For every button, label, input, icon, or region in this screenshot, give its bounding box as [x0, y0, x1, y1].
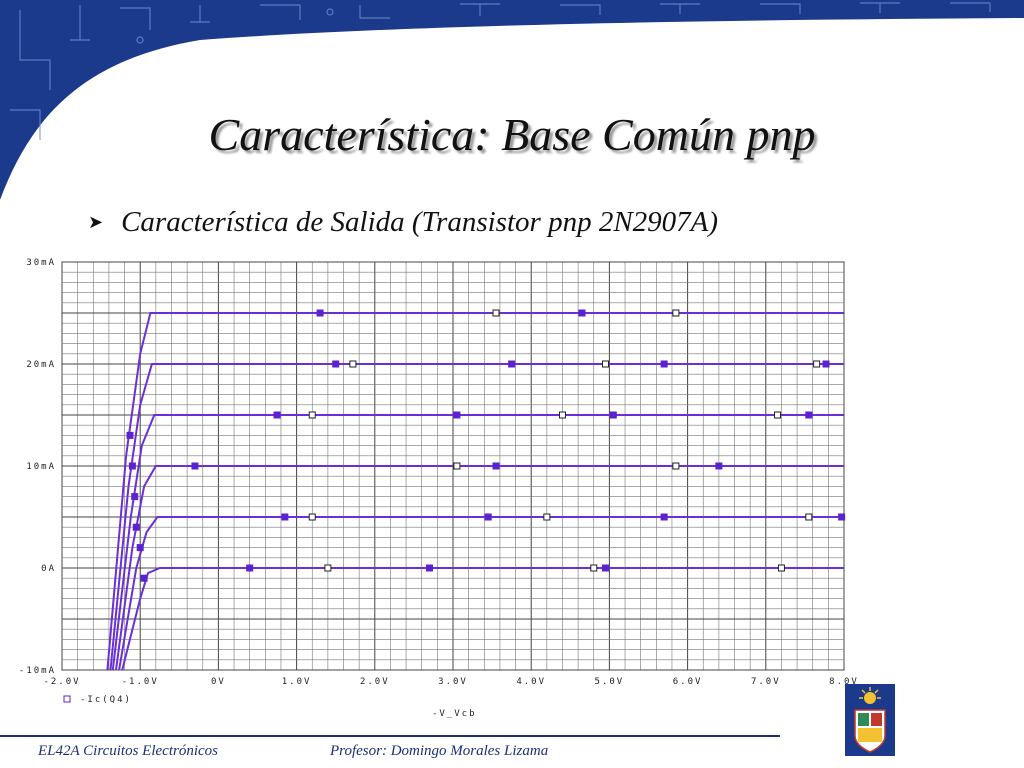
- x-tick-label: -1.0V: [122, 677, 159, 687]
- x-tick-label: 4.0V: [516, 677, 546, 687]
- bullet-text: Característica de Salida (Transistor pnp…: [121, 206, 719, 238]
- series-marker: [426, 564, 434, 572]
- chart-legend: -Ic(Q4): [63, 695, 132, 705]
- y-tick-label: 20mA: [26, 360, 56, 370]
- series-line: [115, 465, 844, 671]
- series-marker: [508, 360, 516, 368]
- x-tick-label: 0V: [211, 677, 226, 687]
- series-curve-20mA: [109, 360, 844, 671]
- series-curve-15mA: [111, 411, 844, 671]
- series-marker: [601, 360, 609, 368]
- slide-title: Característica: Base Común pnp: [208, 109, 816, 160]
- series-marker: [332, 360, 340, 368]
- series-marker: [805, 411, 813, 419]
- series-marker: [128, 462, 136, 470]
- x-tick-label: 2.0V: [360, 677, 390, 687]
- x-tick-label: -2.0V: [43, 677, 80, 687]
- footer-course: EL42A Circuitos Electrónicos: [38, 743, 218, 759]
- series-marker: [281, 513, 289, 521]
- footer-divider: [0, 735, 780, 737]
- series-line: [118, 516, 844, 671]
- output-characteristic-chart: 30mA 20mA 10mA 0A -10mA-2.0V -1.0V 0V 1.0V 2.0V 3…: [19, 258, 859, 719]
- series-curve-0mA: [121, 564, 844, 671]
- series-marker: [672, 462, 680, 470]
- x-tick-label: 5.0V: [595, 677, 625, 687]
- series-marker: [543, 513, 551, 521]
- series-marker: [349, 360, 357, 368]
- series-marker: [126, 431, 134, 439]
- series-marker: [453, 411, 461, 419]
- series-marker: [308, 411, 316, 419]
- series-marker: [136, 544, 144, 552]
- y-tick-label: 0A: [41, 564, 56, 574]
- series-curve-10mA: [115, 462, 844, 671]
- series-marker: [132, 523, 140, 531]
- series-marker: [308, 513, 316, 521]
- series-line: [121, 567, 844, 671]
- series-marker: [484, 513, 492, 521]
- series-curve-5mA: [118, 513, 846, 671]
- series-marker: [672, 309, 680, 317]
- series-marker: [273, 411, 281, 419]
- series-marker: [453, 462, 461, 470]
- series-marker: [813, 360, 821, 368]
- series-marker: [140, 574, 148, 582]
- x-tick-label: 6.0V: [673, 677, 703, 687]
- bullet-row: ➤ Característica de Salida (Transistor p…: [88, 206, 718, 239]
- series-marker: [838, 513, 846, 521]
- series-marker: [609, 411, 617, 419]
- series-marker: [558, 411, 566, 419]
- series-marker: [131, 493, 139, 501]
- x-axis-label: -V_Vcb: [432, 709, 477, 719]
- footer-professor: Profesor: Domingo Morales Lizama: [330, 743, 549, 759]
- series-marker: [492, 309, 500, 317]
- university-logo: [845, 684, 895, 756]
- series-marker: [590, 564, 598, 572]
- series-marker: [774, 411, 782, 419]
- chart-series: [106, 309, 846, 671]
- series-marker: [316, 309, 324, 317]
- legend-label: -Ic(Q4): [80, 695, 132, 705]
- x-tick-label: 8.0V: [829, 677, 859, 687]
- series-line: [106, 312, 844, 671]
- series-marker: [492, 462, 500, 470]
- series-marker: [191, 462, 199, 470]
- y-tick-label: 10mA: [26, 462, 56, 472]
- chart-ticks: 30mA 20mA 10mA 0A -10mA-2.0V -1.0V 0V 1.0V 2.0V 3…: [19, 258, 859, 687]
- series-marker: [660, 513, 668, 521]
- series-marker: [822, 360, 830, 368]
- legend-marker: [63, 695, 71, 703]
- series-marker: [715, 462, 723, 470]
- x-tick-label: 7.0V: [751, 677, 781, 687]
- series-marker: [660, 360, 668, 368]
- series-marker: [601, 564, 609, 572]
- series-curve-25mA: [106, 309, 844, 671]
- series-marker: [324, 564, 332, 572]
- arrow-bullet-icon: ➤: [88, 212, 104, 233]
- series-marker: [578, 309, 586, 317]
- x-tick-label: 1.0V: [282, 677, 312, 687]
- series-marker: [777, 564, 785, 572]
- series-marker: [246, 564, 254, 572]
- series-marker: [805, 513, 813, 521]
- y-tick-label: 30mA: [26, 258, 56, 268]
- series-line: [109, 363, 844, 671]
- x-tick-label: 3.0V: [438, 677, 468, 687]
- y-tick-label: -10mA: [19, 666, 56, 676]
